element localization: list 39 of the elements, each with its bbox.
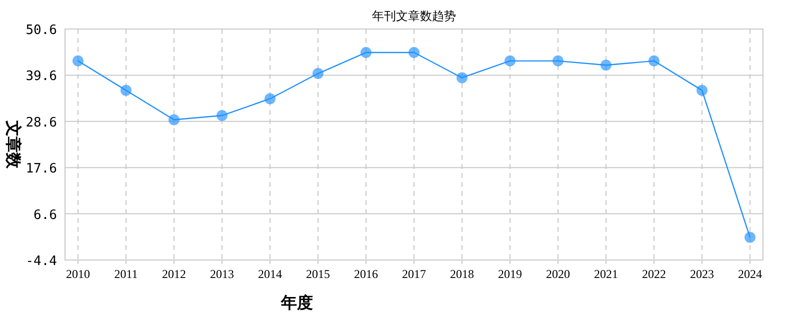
point (696, 84, 708, 96)
point (408, 47, 420, 58)
point (120, 84, 132, 96)
x-tick-label: 2014 (258, 267, 282, 281)
x-tick-label: 2018 (450, 267, 474, 281)
x-tick-label: 2019 (498, 267, 522, 281)
y-tick-label: 17.6 (26, 162, 57, 177)
point (72, 55, 84, 66)
point (264, 93, 276, 104)
x-tick-label: 2022 (642, 267, 666, 281)
x-tick-label: 2013 (210, 267, 234, 281)
y-tick-label: 39.6 (26, 69, 57, 84)
point (456, 72, 468, 84)
x-tick-label: 2020 (546, 267, 570, 281)
point (648, 55, 660, 66)
point (168, 114, 180, 126)
x-tick-label: 2012 (162, 267, 186, 281)
x-tick-label: 2010 (66, 267, 90, 281)
point (600, 60, 612, 71)
x-tick-label: 2017 (402, 267, 426, 281)
x-tick-label: 2024 (738, 267, 762, 281)
y-tick-label: 28.6 (26, 115, 57, 130)
point (552, 55, 564, 66)
x-tick-label: 2016 (354, 267, 378, 281)
x-axis-title: 年度 (280, 293, 313, 312)
point (360, 47, 372, 58)
point (504, 55, 516, 66)
x-tick-label: 2011 (114, 267, 138, 281)
x-tick-label: 2015 (306, 267, 330, 281)
y-tick-label: 50.6 (26, 23, 57, 38)
chart-title: 年刊文章数趋势 (372, 9, 456, 23)
y-axis-title: 文章数 (4, 120, 22, 170)
y-tick-label: -4.4 (26, 254, 58, 269)
point (744, 232, 756, 243)
x-tick-label: 2023 (690, 267, 714, 281)
x-tick-label: 2021 (594, 267, 618, 281)
point (312, 68, 324, 80)
y-tick-label: 6.6 (34, 208, 57, 223)
point (216, 110, 228, 122)
